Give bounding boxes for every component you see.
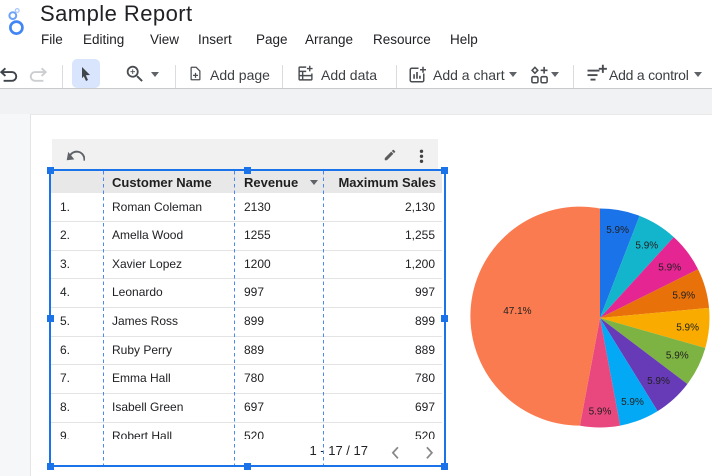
svg-text:5.9%: 5.9% xyxy=(606,225,629,236)
svg-text:5.9%: 5.9% xyxy=(676,322,699,333)
svg-text:5.9%: 5.9% xyxy=(672,290,695,301)
svg-text:5.9%: 5.9% xyxy=(647,376,670,387)
svg-text:5.9%: 5.9% xyxy=(666,351,689,362)
svg-text:5.9%: 5.9% xyxy=(621,397,644,408)
svg-text:5.9%: 5.9% xyxy=(589,406,612,417)
svg-text:5.9%: 5.9% xyxy=(635,241,658,252)
svg-text:47.1%: 47.1% xyxy=(503,306,531,317)
svg-text:5.9%: 5.9% xyxy=(658,263,681,274)
